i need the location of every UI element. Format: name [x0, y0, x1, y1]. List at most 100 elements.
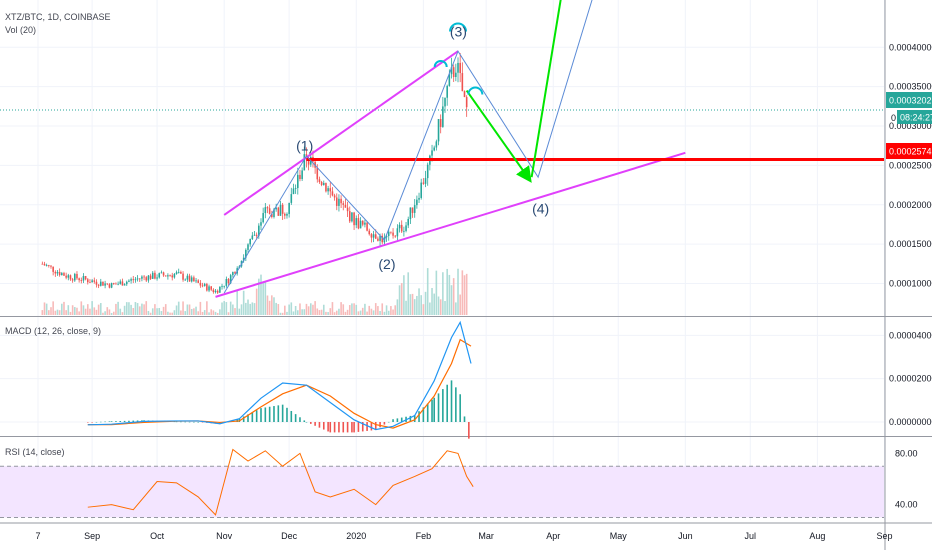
candle-body — [65, 275, 67, 278]
candle-body — [78, 278, 80, 281]
volume-bar — [208, 312, 210, 315]
candle-body — [173, 273, 176, 278]
candle-body — [203, 283, 206, 286]
macd-histogram-bar — [184, 421, 187, 423]
candle-body — [335, 197, 338, 206]
candle-body — [229, 275, 232, 284]
candle-body — [439, 119, 442, 127]
candle-body — [387, 231, 390, 237]
candle-body — [307, 159, 310, 165]
candle-body — [290, 194, 293, 203]
volume-bar — [167, 311, 169, 315]
candle-body — [182, 273, 184, 280]
candle-body — [455, 72, 457, 77]
time-tick-label: Sep — [877, 531, 893, 541]
volume-bar — [203, 310, 206, 315]
macd-histogram-bar — [281, 404, 284, 422]
candle-body — [366, 222, 368, 231]
candle-body — [253, 234, 256, 236]
candle-body — [171, 275, 174, 278]
volume-bar — [416, 295, 418, 315]
symbol-label: XTZ/BTC, 1D, COINBASE — [5, 12, 111, 22]
macd-histogram-bar — [426, 403, 429, 422]
volume-bar — [329, 308, 332, 315]
candle-body — [413, 205, 416, 213]
volume-bar — [141, 303, 143, 315]
macd-histogram-bar — [115, 421, 117, 422]
axes: 0.00040000 0.00035000 0.00030000 0.00025000… — [35, 42, 932, 541]
right-shoulder-arc — [467, 86, 484, 95]
candle-body — [262, 213, 264, 223]
candle-body — [327, 188, 329, 192]
volume-bar — [318, 310, 321, 315]
candle-body — [446, 85, 448, 98]
candle-body — [249, 239, 251, 245]
volume-bar — [407, 272, 410, 315]
macd-histogram-bar — [431, 399, 433, 422]
volume-bar — [214, 311, 217, 315]
drawings: (1) (2) (3) (4) — [215, 0, 884, 298]
volume-bar — [61, 303, 63, 315]
candle-body — [325, 183, 327, 192]
countdown-tag — [897, 110, 932, 124]
candle-body — [452, 67, 455, 77]
volume-label: Vol (20) — [5, 25, 36, 35]
macd-signal-line — [87, 338, 472, 429]
volume-bar — [390, 306, 392, 315]
volume-bar — [431, 288, 433, 315]
candle-body — [210, 286, 212, 290]
candle-body — [71, 279, 74, 281]
candle-body — [160, 272, 163, 274]
macd-histogram-bar — [175, 421, 178, 423]
candle-body — [221, 285, 223, 287]
volume-bar — [366, 311, 368, 315]
volume-bar — [108, 309, 111, 315]
volume-bar — [52, 301, 54, 315]
volume-bar — [182, 301, 184, 315]
candle-body — [125, 281, 128, 285]
volume-bar — [273, 297, 275, 315]
volume-bar — [99, 303, 102, 315]
candle-body — [340, 198, 342, 204]
candle-body — [76, 273, 78, 279]
volume-bar — [199, 301, 202, 315]
volume-bar — [459, 294, 461, 315]
macd-histogram-bar — [132, 420, 135, 422]
volume-bar — [193, 308, 195, 315]
volume-bar — [309, 303, 312, 315]
macd-histogram-bar — [104, 421, 106, 423]
volume-bar — [385, 305, 388, 315]
volume-bar — [242, 290, 245, 315]
volume-bar — [446, 268, 448, 315]
volume-bar — [299, 303, 301, 315]
candle-body — [320, 181, 323, 185]
volume-bar — [327, 312, 329, 315]
volume-bar — [383, 311, 386, 315]
macd-histogram-bar — [318, 422, 321, 428]
volume-bar — [234, 308, 236, 315]
candle-body — [41, 263, 44, 265]
macd-histogram-bar — [463, 416, 466, 422]
volume-bar — [424, 291, 427, 315]
volume-bar — [387, 310, 390, 315]
candle-body — [379, 235, 381, 241]
volume-bar — [305, 303, 308, 315]
macd-histogram-bar — [99, 421, 102, 423]
candle-body — [463, 91, 466, 98]
wave-label-3: (3) — [450, 24, 467, 40]
candle-body — [294, 188, 297, 189]
candle-body — [227, 279, 230, 284]
volume-bar — [69, 311, 72, 315]
candle-body — [301, 170, 303, 180]
volume-bar — [409, 294, 412, 315]
candle-body — [188, 275, 191, 282]
candle-body — [50, 265, 52, 267]
candle-body — [407, 219, 410, 226]
candle-body — [303, 154, 306, 171]
candle-body — [145, 277, 148, 281]
volume-bar — [50, 307, 52, 315]
volume-bar — [370, 308, 373, 315]
volume-bar — [461, 270, 464, 315]
